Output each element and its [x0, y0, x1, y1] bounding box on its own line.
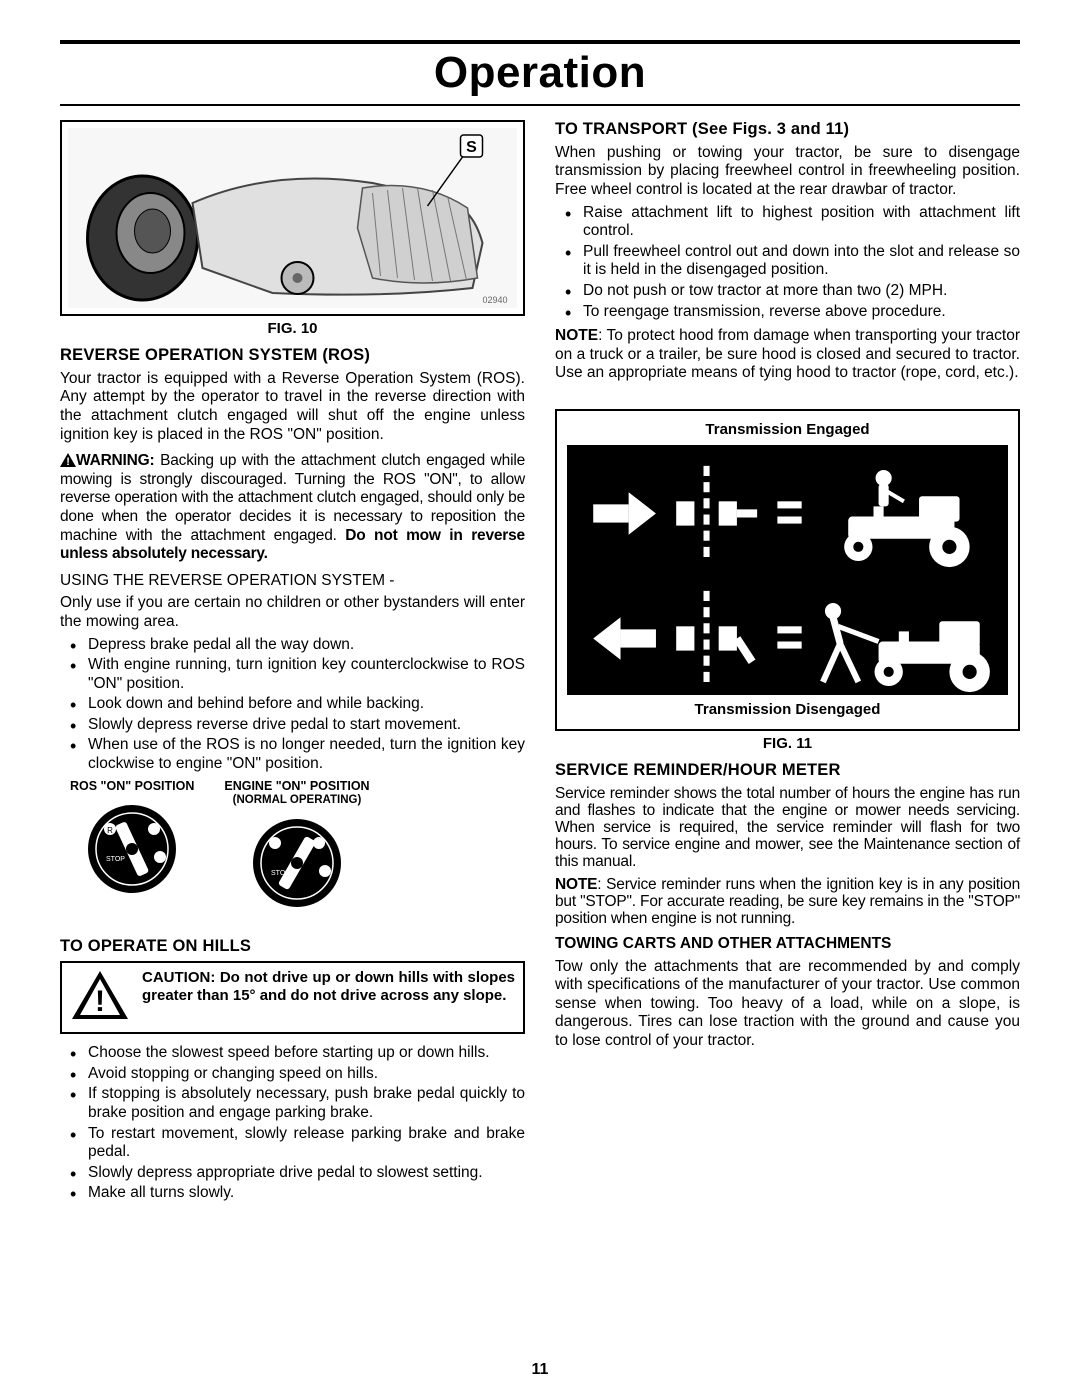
key-ros-label: ROS "ON" POSITION [70, 780, 194, 794]
list-item: If stopping is absolutely necessary, pus… [88, 1085, 525, 1122]
fig11-disengaged-svg [575, 578, 1000, 695]
fig10-s-label: S [466, 139, 477, 156]
ros-intro: Your tractor is equipped with a Reverse … [60, 370, 525, 444]
figure-10-svg: S 02940 [68, 128, 517, 308]
title-underline [60, 104, 1020, 106]
list-item: Raise attachment lift to highest positio… [583, 204, 1020, 241]
ros-steps-list: Depress brake pedal all the way down. Wi… [60, 636, 525, 774]
ros-use-heading: USING THE REVERSE OPERATION SYSTEM - [60, 572, 525, 591]
ros-warning: !WARNING: Backing up with the attachment… [60, 452, 525, 564]
left-column: S 02940 FIG. 10 REVERSE OPERATION SYSTEM… [60, 120, 525, 1209]
transport-intro: When pushing or towing your tractor, be … [555, 144, 1020, 200]
svg-text:!: ! [95, 985, 105, 1018]
columns-wrapper: S 02940 FIG. 10 REVERSE OPERATION SYSTEM… [60, 120, 1020, 1209]
list-item: Avoid stopping or changing speed on hill… [88, 1065, 525, 1084]
fig11-caption: FIG. 11 [555, 735, 1020, 753]
list-item: With engine running, turn ignition key c… [88, 656, 525, 693]
warning-icon: ! [60, 453, 76, 467]
list-item: Choose the slowest speed before starting… [88, 1044, 525, 1063]
ros-heading: REVERSE OPERATION SYSTEM (ROS) [60, 346, 525, 366]
list-item: Depress brake pedal all the way down. [88, 636, 525, 655]
list-item: When use of the ROS is no longer needed,… [88, 736, 525, 773]
hills-caution-text: CAUTION: Do not drive up or down hills w… [142, 969, 515, 1005]
hills-heading: TO OPERATE ON HILLS [60, 937, 525, 957]
tow-body: Tow only the attachments that are recomm… [555, 958, 1020, 1051]
transport-steps-list: Raise attachment lift to highest positio… [555, 204, 1020, 322]
fig11-engaged-svg [575, 453, 1000, 570]
key-engine-icon: STOP [247, 813, 347, 913]
figure-10: S 02940 [60, 120, 525, 316]
list-item: To restart movement, slowly release park… [88, 1125, 525, 1162]
svg-text:R: R [107, 826, 113, 835]
warn-lead: WARNING: [76, 452, 154, 469]
list-item: Look down and behind before and while ba… [88, 695, 525, 714]
figure-11: Transmission Engaged [555, 409, 1020, 731]
hills-steps-list: Choose the slowest speed before starting… [60, 1044, 525, 1203]
list-item: Make all turns slowly. [88, 1184, 525, 1203]
fig11-top-label: Transmission Engaged [567, 421, 1008, 439]
svc-heading: SERVICE REMINDER/HOUR METER [555, 761, 1020, 781]
transport-note: NOTE: To protect hood from damage when t… [555, 327, 1020, 383]
svc-note: NOTE: Service reminder runs when the ign… [555, 876, 1020, 927]
ros-use-intro: Only use if you are certain no children … [60, 594, 525, 631]
hills-caution-box: ! CAUTION: Do not drive up or down hills… [60, 961, 525, 1035]
list-item: Pull freewheel control out and down into… [583, 243, 1020, 280]
list-item: Slowly depress appropriate drive pedal t… [88, 1164, 525, 1183]
caution-icon: ! [70, 969, 130, 1027]
fig10-caption: FIG. 10 [60, 320, 525, 338]
key-ros-col: ROS "ON" POSITION R STOP [70, 780, 194, 919]
svg-text:STOP: STOP [271, 870, 290, 877]
transport-heading: TO TRANSPORT (See Figs. 3 and 11) [555, 120, 1020, 140]
svg-text:02940: 02940 [483, 295, 508, 305]
right-column: TO TRANSPORT (See Figs. 3 and 11) When p… [555, 120, 1020, 1209]
fig11-panel [567, 445, 1008, 695]
key-ros-icon: R STOP [82, 799, 182, 899]
page-number: 11 [0, 1361, 1080, 1379]
fig11-bottom-label: Transmission Disengaged [567, 701, 1008, 719]
tow-heading: TOWING CARTS AND OTHER ATTACHMENTS [555, 935, 1020, 954]
page-title: Operation [60, 44, 1020, 104]
svg-text:!: ! [66, 456, 69, 467]
list-item: Slowly depress reverse drive pedal to st… [88, 716, 525, 735]
key-engine-col: ENGINE "ON" POSITION (NORMAL OPERATING) … [224, 780, 369, 919]
key-engine-label: ENGINE "ON" POSITION (NORMAL OPERATING) [224, 780, 369, 808]
list-item: To reengage transmission, reverse above … [583, 303, 1020, 322]
key-position-row: ROS "ON" POSITION R STOP ENGINE "ON" POS… [60, 780, 525, 919]
list-item: Do not push or tow tractor at more than … [583, 282, 1020, 301]
svg-text:STOP: STOP [106, 856, 125, 863]
svc-body: Service reminder shows the total number … [555, 785, 1020, 870]
